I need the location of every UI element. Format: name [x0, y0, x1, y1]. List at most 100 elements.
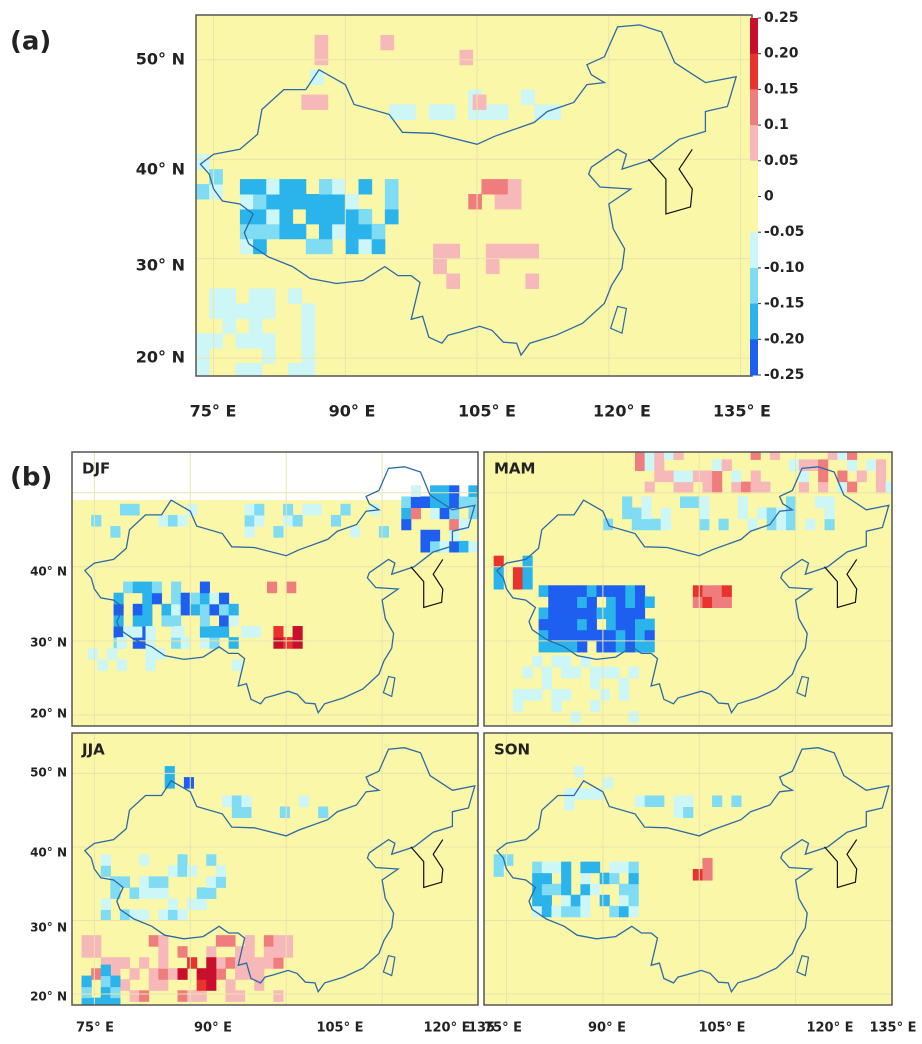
grid-cell: [196, 979, 207, 991]
grid-cell: [609, 905, 620, 918]
grid-cell: [785, 507, 797, 520]
grid-cell: [561, 861, 572, 874]
grid-cell: [167, 514, 178, 527]
grid-cell: [132, 614, 143, 627]
grid-cell: [158, 968, 169, 980]
grid-cell: [100, 865, 111, 877]
grid-cell: [731, 470, 742, 483]
colorbar-bin: [750, 18, 758, 55]
grid-cell: [673, 481, 684, 494]
grid-cell: [139, 909, 150, 921]
grid-cell: [644, 795, 655, 808]
grid-cell: [263, 957, 274, 969]
map: [72, 733, 478, 1005]
grid-cell: [314, 49, 329, 66]
grid-cell: [171, 581, 182, 594]
x-tick-label: 120° E: [423, 1021, 470, 1036]
grid-cell: [235, 363, 250, 376]
grid-cell: [634, 607, 646, 620]
grid-cell: [449, 507, 460, 520]
grid-cell: [225, 979, 236, 991]
grid-cell: [580, 883, 591, 896]
colorbar-bin: [750, 303, 758, 340]
grid-cell: [310, 69, 324, 86]
subplot-title: JJA: [81, 741, 105, 759]
grid-cell: [254, 979, 265, 991]
grid-cell: [541, 883, 552, 896]
grid-cell: [358, 208, 373, 225]
grid-cell: [593, 788, 604, 800]
grid-cell: [171, 637, 182, 649]
grid-cell: [449, 496, 460, 509]
grid-cell: [158, 887, 169, 899]
grid-cell: [254, 957, 265, 969]
grid-cell: [196, 990, 207, 1002]
grid-cell: [644, 481, 655, 494]
grid-cell: [292, 179, 307, 195]
grid-cell: [420, 529, 431, 542]
grid-cell: [231, 659, 242, 671]
grid-cell: [494, 104, 509, 120]
y-tick-label: 30° N: [136, 256, 185, 275]
grid-cell: [384, 194, 399, 210]
grid-cell: [567, 585, 578, 597]
grid-cell: [87, 648, 99, 660]
grid-cell: [485, 243, 500, 260]
grid-cell: [712, 795, 723, 808]
grid-cell: [254, 514, 265, 527]
colorbar-bin: [750, 53, 758, 90]
grid-cell: [110, 887, 121, 899]
grid-cell: [824, 507, 835, 520]
map: [196, 15, 752, 376]
grid-cell: [679, 496, 691, 509]
grid-cell: [206, 854, 217, 866]
grid-cell: [241, 795, 252, 808]
grid-cell: [187, 503, 198, 516]
grid-cell: [532, 872, 543, 885]
grid-cell: [785, 496, 797, 509]
island: [609, 305, 628, 335]
grid-cell: [493, 865, 504, 877]
grid-cell: [532, 883, 543, 896]
grid-cell: [206, 979, 217, 991]
grid-cell: [538, 585, 549, 597]
grid-cell: [718, 518, 729, 531]
grid-cell: [190, 603, 201, 616]
grid-cell: [590, 666, 601, 679]
grid-cell: [606, 629, 617, 642]
colorbar-label: 0.15: [764, 81, 799, 97]
grid-cell: [741, 481, 752, 494]
coastline: [410, 839, 444, 889]
grid-cell: [824, 496, 835, 509]
grid-cell: [282, 637, 294, 649]
grid-cell: [288, 288, 302, 304]
grid-cell: [577, 629, 588, 642]
grid-cell: [371, 223, 386, 240]
grid-cell: [618, 894, 630, 907]
grid-cell: [110, 986, 121, 999]
grid-cell: [100, 898, 111, 910]
grid-cell: [561, 905, 572, 918]
grid-cell: [586, 596, 597, 609]
grid-cell: [590, 700, 601, 712]
grid-cell: [222, 318, 237, 334]
grid-cell: [209, 303, 223, 319]
grid-cell: [458, 518, 469, 531]
grid-cell: [494, 194, 509, 210]
grid-cell: [618, 861, 630, 874]
grid-cell: [301, 318, 316, 334]
grid-cell: [512, 700, 524, 712]
grid-cell: [548, 629, 559, 642]
colorbar-label: 0.20: [764, 46, 799, 62]
grid-cell: [142, 603, 153, 616]
grid-cell: [609, 666, 620, 679]
grid-cell: [196, 363, 210, 376]
grid-cell: [282, 946, 294, 958]
island: [382, 675, 396, 698]
grid-cell: [818, 481, 829, 494]
grid-cell: [282, 503, 294, 516]
grid-cell: [402, 104, 417, 120]
grid-cell: [139, 887, 150, 899]
grid-cell: [837, 470, 848, 483]
